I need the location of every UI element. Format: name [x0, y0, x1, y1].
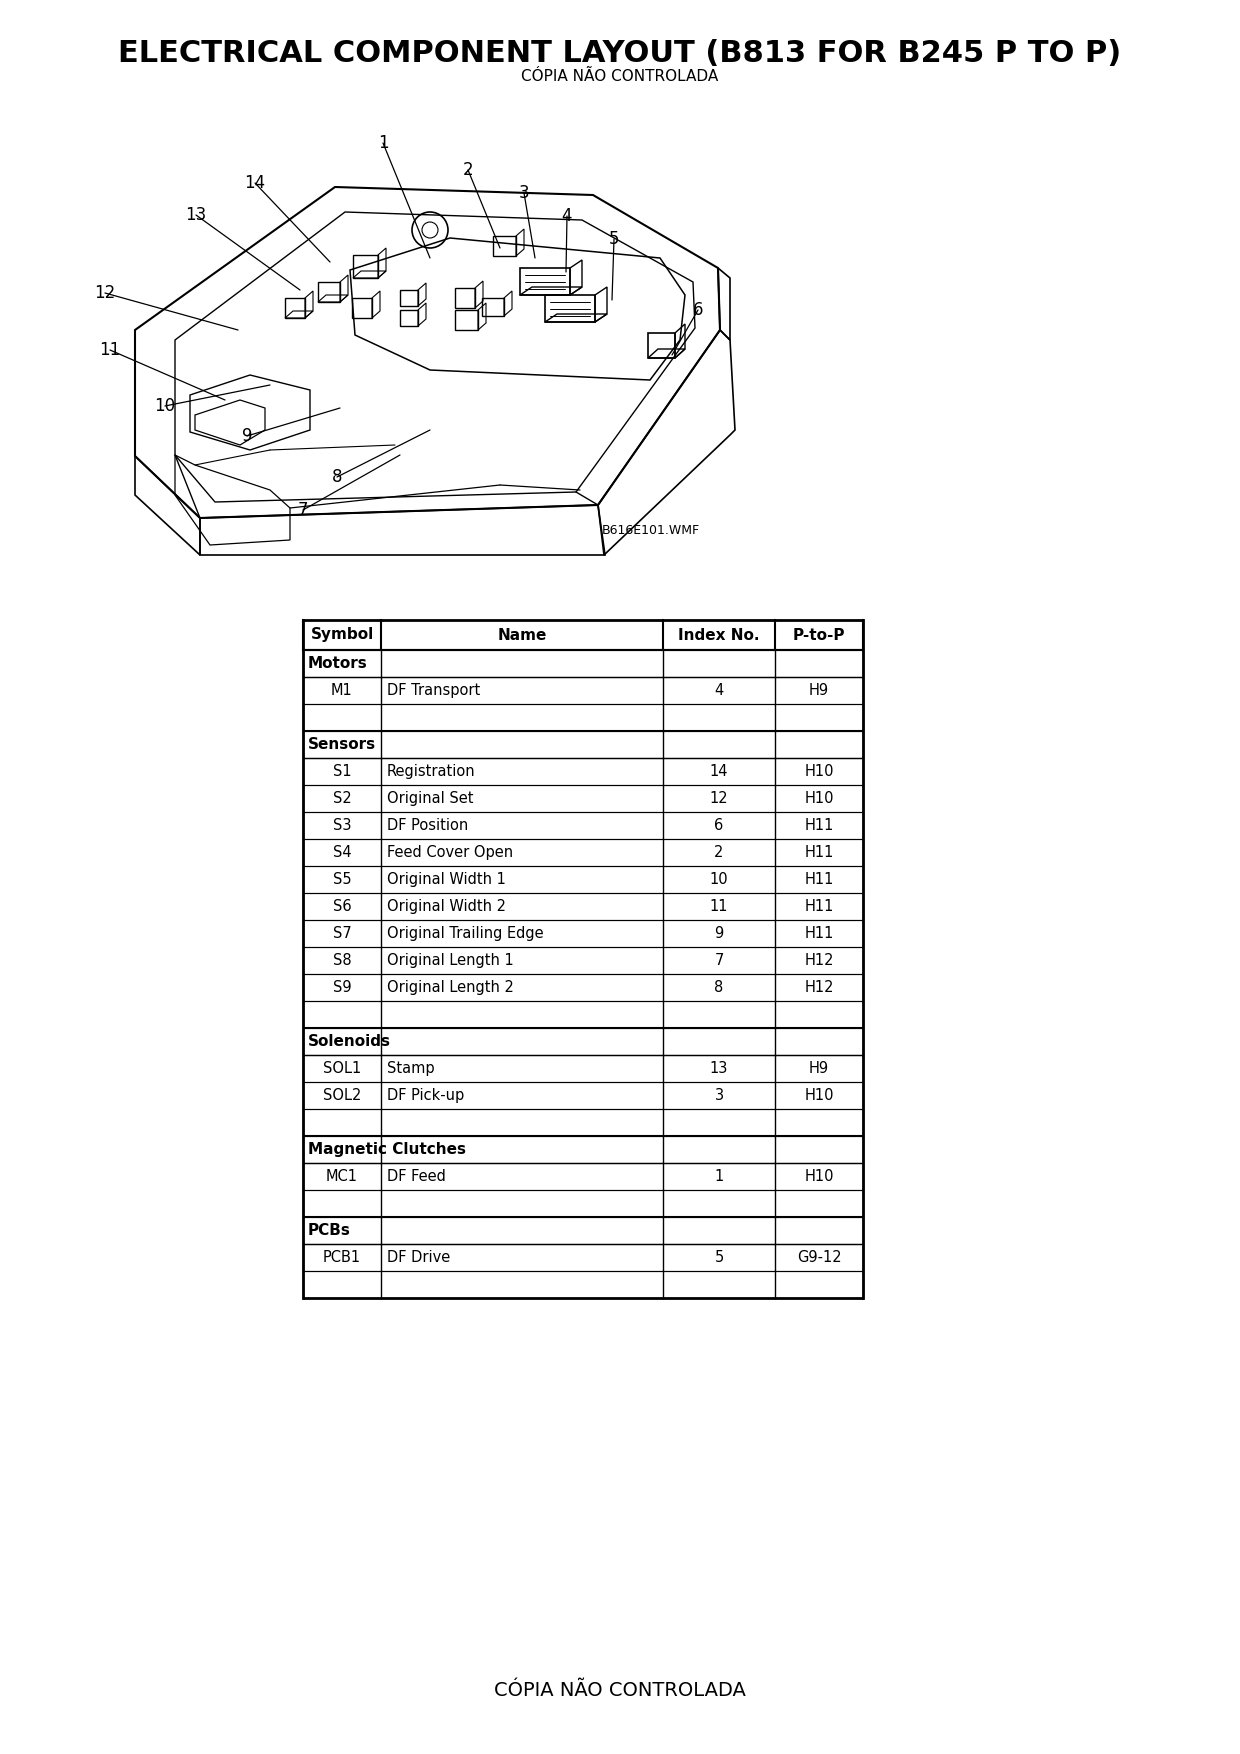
Text: DF Drive: DF Drive: [387, 1251, 450, 1265]
Text: Original Set: Original Set: [387, 791, 474, 807]
Text: Index No.: Index No.: [678, 628, 760, 642]
Text: H10: H10: [805, 1168, 833, 1184]
Text: PCB1: PCB1: [322, 1251, 361, 1265]
Text: H11: H11: [805, 845, 833, 859]
Text: H11: H11: [805, 872, 833, 888]
Text: 4: 4: [562, 207, 572, 225]
Text: S9: S9: [332, 980, 351, 995]
Text: Magnetic Clutches: Magnetic Clutches: [308, 1142, 466, 1158]
Text: 5: 5: [609, 230, 619, 247]
Text: H11: H11: [805, 926, 833, 940]
Text: P-to-P: P-to-P: [792, 628, 846, 642]
Text: DF Transport: DF Transport: [387, 682, 480, 698]
Text: H10: H10: [805, 765, 833, 779]
Text: SOL2: SOL2: [322, 1087, 361, 1103]
Text: ELECTRICAL COMPONENT LAYOUT (B813 FOR B245 P TO P): ELECTRICAL COMPONENT LAYOUT (B813 FOR B2…: [118, 39, 1122, 67]
Text: Stamp: Stamp: [387, 1061, 435, 1075]
Text: 2: 2: [714, 845, 724, 859]
Text: S7: S7: [332, 926, 351, 940]
Text: PCBs: PCBs: [308, 1223, 351, 1238]
Text: 11: 11: [99, 340, 120, 360]
Text: DF Feed: DF Feed: [387, 1168, 446, 1184]
Text: 10: 10: [709, 872, 728, 888]
Text: H11: H11: [805, 817, 833, 833]
Text: S4: S4: [332, 845, 351, 859]
Text: H11: H11: [805, 900, 833, 914]
Text: H12: H12: [805, 980, 833, 995]
Text: 7: 7: [298, 502, 309, 519]
Text: 13: 13: [709, 1061, 728, 1075]
Text: SOL1: SOL1: [322, 1061, 361, 1075]
Text: CÓPIA NÃO CONTROLADA: CÓPIA NÃO CONTROLADA: [494, 1680, 746, 1700]
Text: 9: 9: [714, 926, 724, 940]
Text: 11: 11: [709, 900, 728, 914]
Text: 4: 4: [714, 682, 724, 698]
Text: G9-12: G9-12: [796, 1251, 841, 1265]
Text: 8: 8: [332, 468, 342, 486]
Text: Symbol: Symbol: [310, 628, 373, 642]
Text: Original Width 2: Original Width 2: [387, 900, 506, 914]
Text: 1: 1: [378, 133, 388, 153]
Text: DF Position: DF Position: [387, 817, 469, 833]
Text: M1: M1: [331, 682, 353, 698]
Text: 6: 6: [714, 817, 724, 833]
Text: Name: Name: [497, 628, 547, 642]
Text: 5: 5: [714, 1251, 724, 1265]
Text: Original Trailing Edge: Original Trailing Edge: [387, 926, 543, 940]
Text: 12: 12: [709, 791, 728, 807]
Text: S2: S2: [332, 791, 351, 807]
Text: 9: 9: [242, 426, 252, 446]
Text: Original Length 2: Original Length 2: [387, 980, 513, 995]
Text: Registration: Registration: [387, 765, 476, 779]
Text: Sensors: Sensors: [308, 737, 376, 752]
Text: S8: S8: [332, 952, 351, 968]
Text: 7: 7: [714, 952, 724, 968]
Text: H12: H12: [805, 952, 833, 968]
Text: 10: 10: [155, 396, 176, 416]
Text: H9: H9: [808, 1061, 830, 1075]
Text: 14: 14: [244, 174, 265, 191]
Text: 3: 3: [518, 184, 529, 202]
Text: S1: S1: [332, 765, 351, 779]
Text: 6: 6: [693, 302, 703, 319]
Text: 14: 14: [709, 765, 728, 779]
Text: 1: 1: [714, 1168, 724, 1184]
Text: S5: S5: [332, 872, 351, 888]
Text: S6: S6: [332, 900, 351, 914]
Text: H10: H10: [805, 791, 833, 807]
Text: DF Pick-up: DF Pick-up: [387, 1087, 464, 1103]
Text: CÓPIA NÃO CONTROLADA: CÓPIA NÃO CONTROLADA: [521, 68, 719, 84]
Text: H10: H10: [805, 1087, 833, 1103]
Text: Original Width 1: Original Width 1: [387, 872, 506, 888]
Text: S3: S3: [332, 817, 351, 833]
Text: H9: H9: [808, 682, 830, 698]
Text: 3: 3: [714, 1087, 724, 1103]
Text: Feed Cover Open: Feed Cover Open: [387, 845, 513, 859]
Text: MC1: MC1: [326, 1168, 358, 1184]
Text: 8: 8: [714, 980, 724, 995]
Text: B616E101.WMF: B616E101.WMF: [601, 523, 701, 537]
Text: 2: 2: [463, 161, 474, 179]
Text: 13: 13: [185, 205, 207, 225]
Text: 12: 12: [94, 284, 115, 302]
Text: Motors: Motors: [308, 656, 368, 672]
Text: Solenoids: Solenoids: [308, 1035, 391, 1049]
Text: Original Length 1: Original Length 1: [387, 952, 513, 968]
